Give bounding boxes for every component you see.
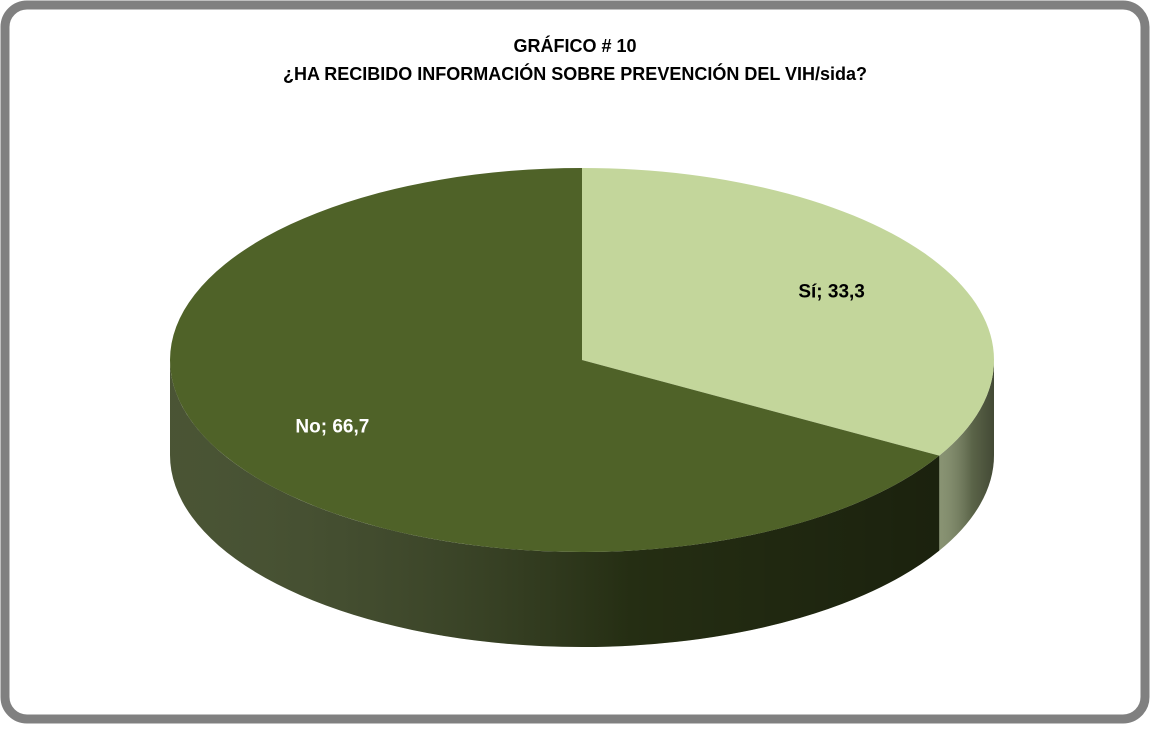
slice bbox=[170, 168, 940, 552]
data-label: No; 66,7 bbox=[295, 416, 369, 437]
slice-side-shade bbox=[169, 360, 940, 648]
slice bbox=[582, 168, 994, 456]
chart-subtitle: ¿HA RECIBIDO INFORMACIÓN SOBRE PREVENCIÓ… bbox=[283, 63, 867, 84]
chart-title: GRÁFICO # 10 bbox=[513, 35, 636, 56]
slice-side-shade bbox=[939, 360, 994, 551]
data-label: Sí; 33,3 bbox=[798, 282, 865, 303]
